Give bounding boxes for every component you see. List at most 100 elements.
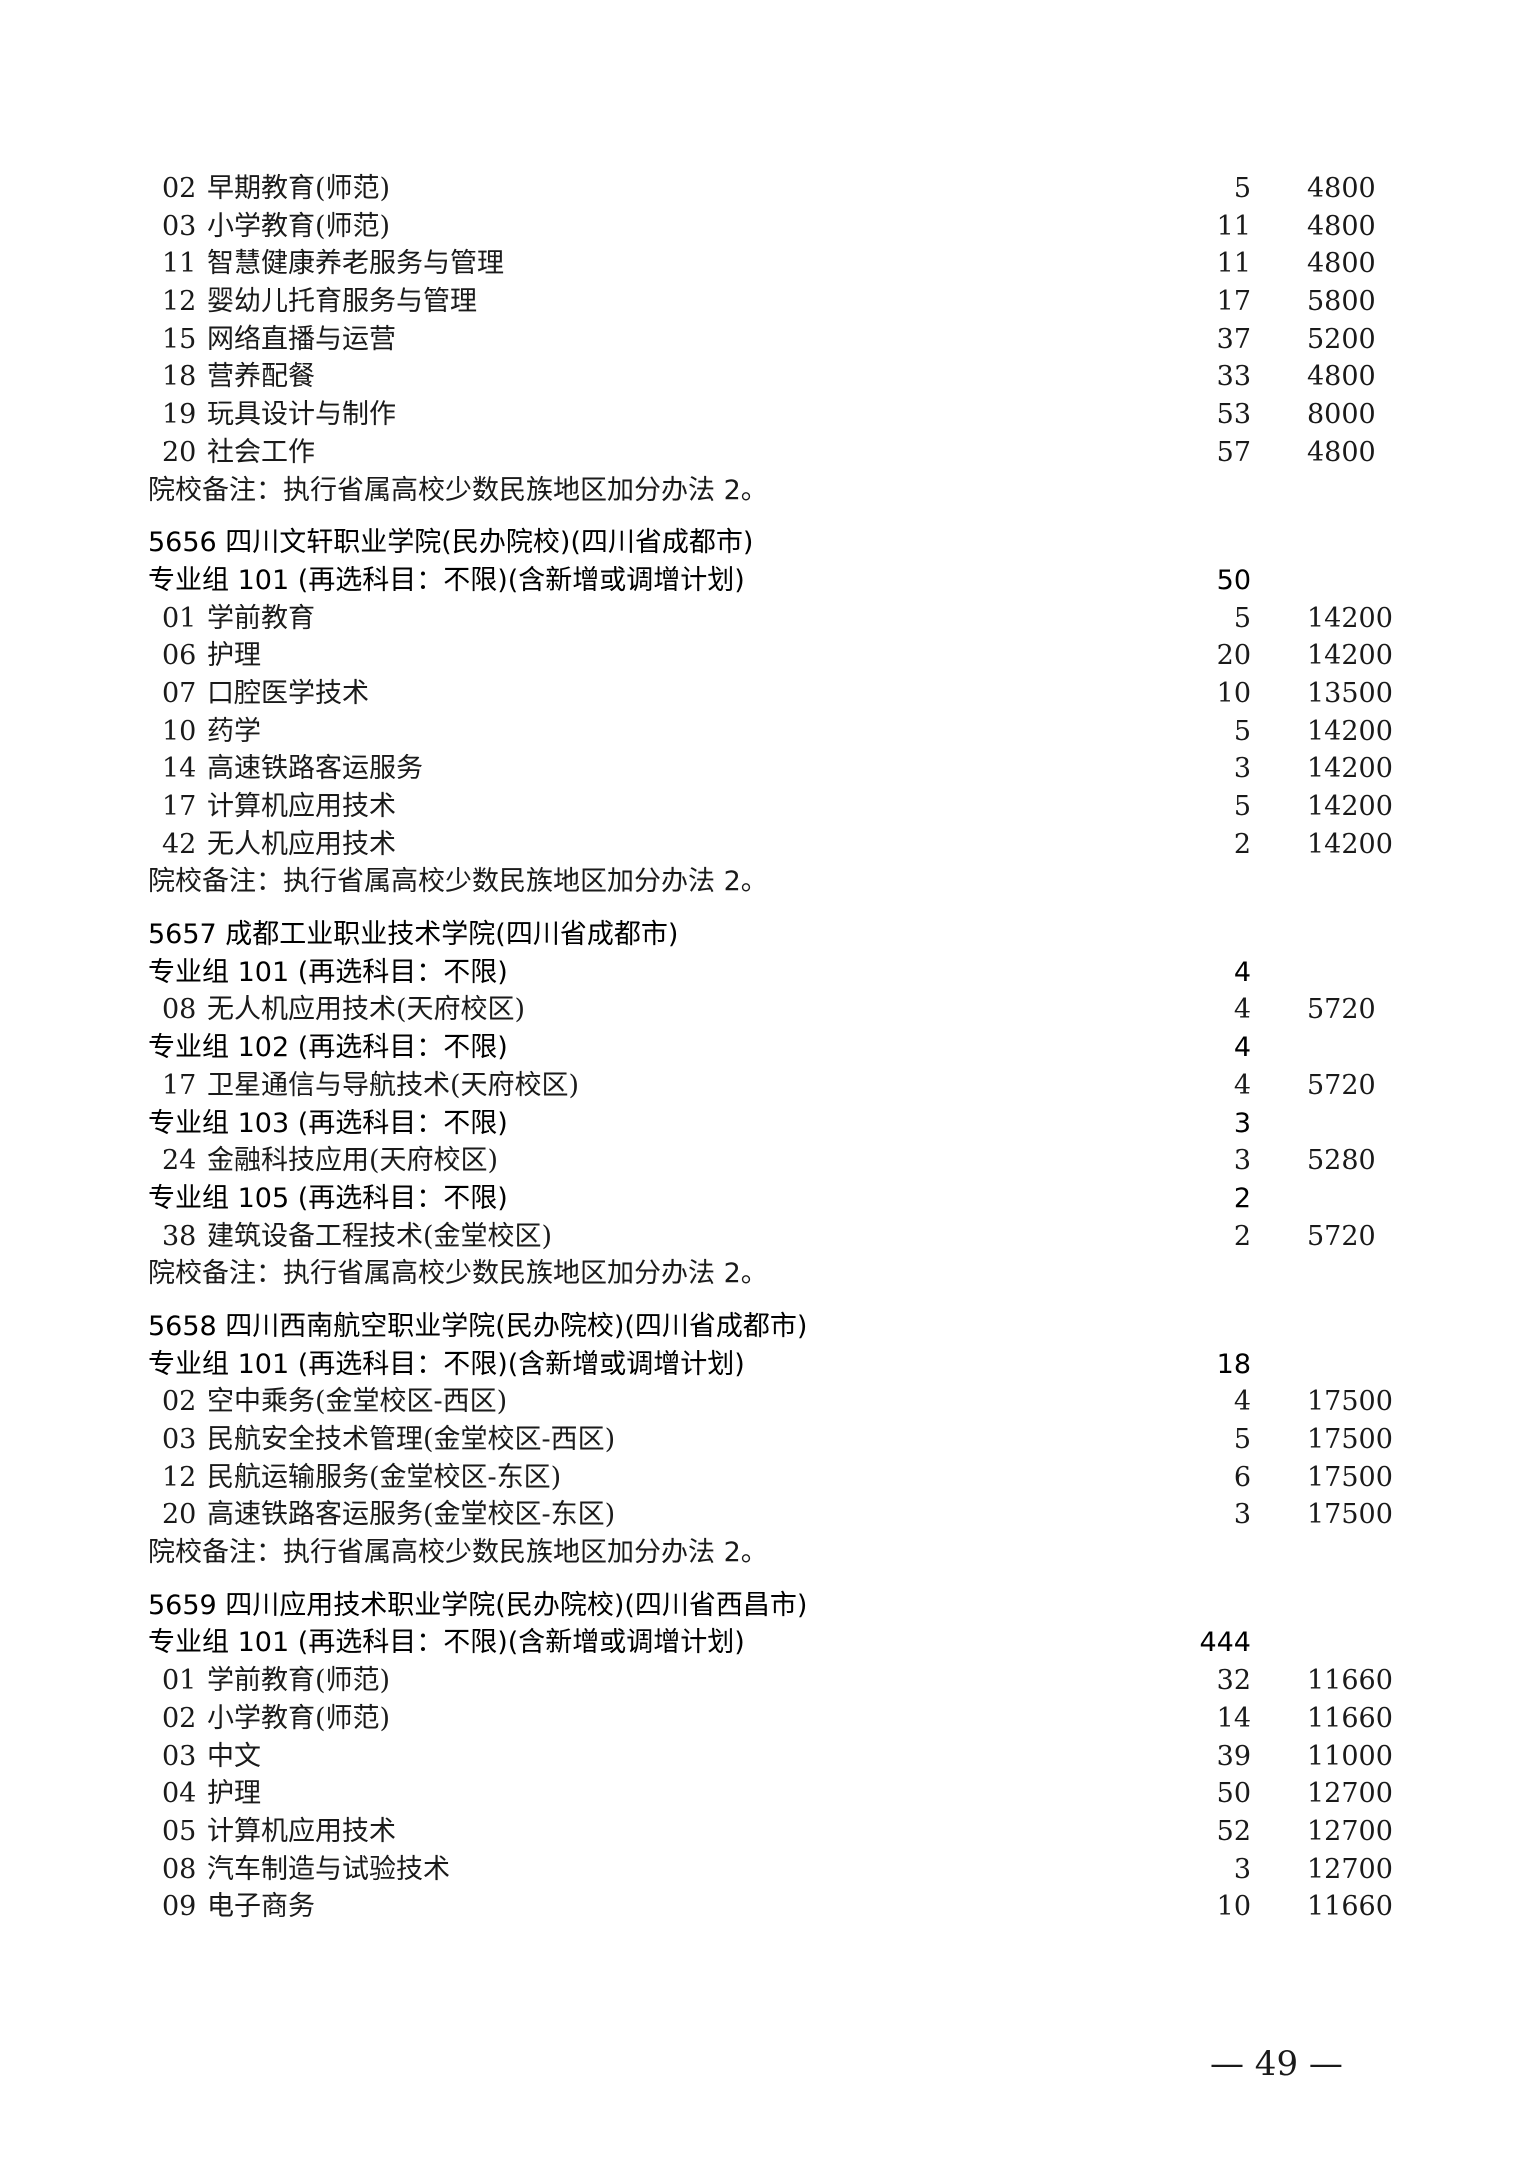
major-row: 10 药学 5 14200	[0, 713, 1517, 751]
major-name: 无人机应用技术(天府校区)	[207, 994, 526, 1026]
major-plan-count: 50	[1216, 1778, 1251, 1810]
major-code: 03	[162, 1740, 197, 1772]
major-name: 无人机应用技术	[207, 828, 396, 860]
major-group-header: 专业组 101 (再选科目：不限)(含新增或调增计划) 444	[0, 1624, 1517, 1662]
major-code: 04	[162, 1778, 197, 1810]
major-tuition: 5800	[1307, 286, 1376, 318]
major-plan-count: 4	[1233, 1386, 1251, 1418]
major-row: 08 汽车制造与试验技术 3 12700	[0, 1851, 1517, 1889]
major-tuition: 13500	[1307, 677, 1393, 709]
major-name: 民航运输服务(金堂校区-东区)	[207, 1461, 562, 1493]
major-code: 14	[162, 753, 197, 785]
major-row: 42 无人机应用技术 2 14200	[0, 826, 1517, 864]
major-code: 10	[162, 715, 197, 747]
major-tuition: 14200	[1307, 715, 1393, 747]
major-code: 02	[162, 1702, 197, 1734]
major-name: 汽车制造与试验技术	[207, 1853, 450, 1885]
major-row: 05 计算机应用技术 52 12700	[0, 1813, 1517, 1851]
major-name: 早期教育(师范)	[207, 173, 391, 204]
major-name: 中文	[207, 1740, 261, 1772]
major-code: 42	[162, 828, 197, 860]
major-code: 09	[162, 1891, 197, 1923]
major-plan-count: 5	[1233, 173, 1251, 204]
major-code: 06	[162, 640, 197, 672]
major-tuition: 17500	[1307, 1424, 1393, 1455]
major-code: 12	[162, 1461, 197, 1493]
major-group-header: 专业组 101 (再选科目：不限)(含新增或调增计划) 50	[0, 562, 1517, 600]
major-group-title: 专业组 101 (再选科目：不限)(含新增或调增计划)	[148, 1627, 745, 1659]
major-name: 药学	[207, 715, 261, 747]
major-name: 营养配餐	[207, 361, 315, 393]
major-group-header: 专业组 105 (再选科目：不限) 2	[0, 1180, 1517, 1218]
college-header: 5657 成都工业职业技术学院(四川省成都市)	[0, 916, 1517, 954]
major-group-header: 专业组 103 (再选科目：不限) 3	[0, 1105, 1517, 1143]
major-name: 民航安全技术管理(金堂校区-西区)	[207, 1424, 616, 1455]
page-number: — 49 —	[1210, 2044, 1343, 2084]
major-code: 03	[162, 210, 197, 242]
major-name: 口腔医学技术	[207, 677, 369, 709]
major-code: 05	[162, 1815, 197, 1847]
major-plan-count: 5	[1233, 602, 1251, 634]
major-name: 高速铁路客运服务	[207, 753, 423, 785]
college-header: 5656 四川文轩职业学院(民办院校)(四川省成都市)	[0, 524, 1517, 562]
major-code: 38	[162, 1220, 197, 1252]
college-note: 院校备注：执行省属高校少数民族地区加分办法 2。	[0, 1534, 1517, 1572]
major-code: 01	[162, 1665, 197, 1697]
major-plan-count: 53	[1216, 399, 1251, 431]
major-tuition: 17500	[1307, 1499, 1393, 1531]
major-row: 08 无人机应用技术(天府校区) 4 5720	[0, 991, 1517, 1029]
admission-plan-list: 02 早期教育(师范) 5 4800 03 小学教育(师范) 11 4800 11 智慧健康养老服…	[0, 170, 1517, 1926]
college-note: 院校备注：执行省属高校少数民族地区加分办法 2。	[0, 472, 1517, 510]
major-tuition: 4800	[1307, 361, 1376, 393]
major-name: 智慧健康养老服务与管理	[207, 248, 504, 280]
college-note-text: 院校备注：执行省属高校少数民族地区加分办法 2。	[148, 1258, 768, 1290]
major-row: 18 营养配餐 33 4800	[0, 358, 1517, 396]
major-code: 18	[162, 361, 197, 393]
major-plan-count: 6	[1233, 1461, 1251, 1493]
college-note: 院校备注：执行省属高校少数民族地区加分办法 2。	[0, 1255, 1517, 1293]
major-name: 建筑设备工程技术(金堂校区)	[207, 1220, 553, 1252]
major-tuition: 4800	[1307, 173, 1376, 204]
major-tuition: 4800	[1307, 248, 1376, 280]
major-plan-count: 3	[1233, 753, 1251, 785]
major-tuition: 14200	[1307, 602, 1393, 634]
major-plan-count: 11	[1216, 248, 1251, 280]
major-group-total: 4	[1233, 956, 1251, 988]
major-tuition: 8000	[1307, 399, 1376, 431]
major-tuition: 5720	[1307, 1220, 1376, 1252]
major-code: 02	[162, 1386, 197, 1418]
major-plan-count: 5	[1233, 791, 1251, 822]
major-row: 17 卫星通信与导航技术(天府校区) 4 5720	[0, 1067, 1517, 1105]
major-row: 01 学前教育 5 14200	[0, 600, 1517, 638]
major-plan-count: 32	[1216, 1665, 1251, 1697]
major-name: 护理	[207, 1778, 261, 1810]
major-name: 护理	[207, 640, 261, 672]
major-plan-count: 3	[1233, 1499, 1251, 1531]
major-group-header: 专业组 101 (再选科目：不限) 4	[0, 954, 1517, 992]
major-row: 17 计算机应用技术 5 14200	[0, 788, 1517, 826]
major-code: 08	[162, 1853, 197, 1885]
major-group-title: 专业组 105 (再选科目：不限)	[148, 1182, 508, 1214]
major-name: 金融科技应用(天府校区)	[207, 1145, 499, 1177]
major-group-total: 444	[1199, 1627, 1251, 1659]
major-row: 03 民航安全技术管理(金堂校区-西区) 5 17500	[0, 1421, 1517, 1459]
major-name: 计算机应用技术	[207, 1815, 396, 1847]
major-tuition: 4800	[1307, 210, 1376, 242]
major-plan-count: 57	[1216, 436, 1251, 468]
major-plan-count: 39	[1216, 1740, 1251, 1772]
major-code: 02	[162, 173, 197, 204]
major-code: 15	[162, 323, 197, 355]
major-row: 04 护理 50 12700	[0, 1775, 1517, 1813]
major-code: 07	[162, 677, 197, 709]
major-name: 空中乘务(金堂校区-西区)	[207, 1386, 508, 1418]
major-name: 学前教育	[207, 602, 315, 634]
major-row: 09 电子商务 10 11660	[0, 1888, 1517, 1926]
college-note-text: 院校备注：执行省属高校少数民族地区加分办法 2。	[148, 474, 768, 506]
major-code: 20	[162, 436, 197, 468]
major-row: 12 婴幼儿托育服务与管理 17 5800	[0, 283, 1517, 321]
major-tuition: 14200	[1307, 640, 1393, 672]
major-tuition: 14200	[1307, 791, 1393, 822]
major-code: 17	[162, 791, 197, 822]
major-group-total: 18	[1216, 1348, 1251, 1380]
major-row: 15 网络直播与运营 37 5200	[0, 321, 1517, 359]
